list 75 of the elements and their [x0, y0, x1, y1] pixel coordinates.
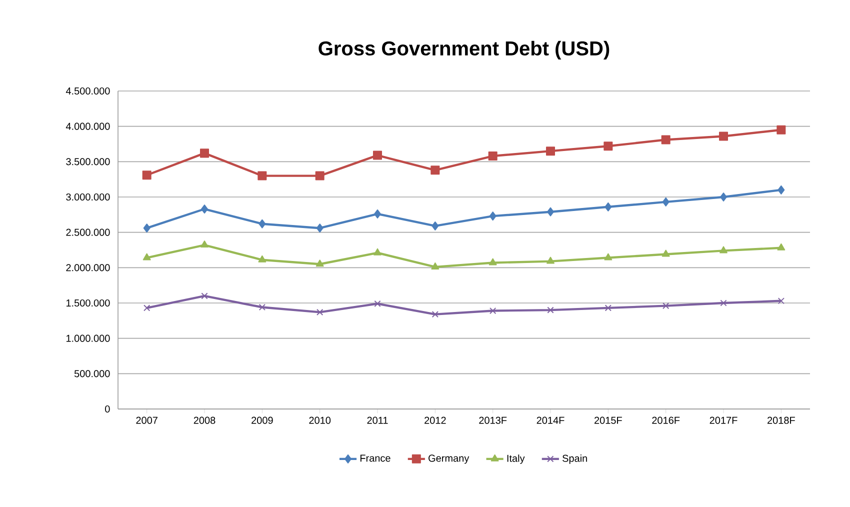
chart-title: Gross Government Debt (USD): [318, 40, 610, 60]
x-tick-label: 2007: [136, 416, 158, 424]
x-tick-label: 2009: [252, 416, 273, 424]
y-tick-label: 1.000.000: [66, 334, 110, 342]
point: [488, 258, 497, 266]
point: [662, 302, 670, 310]
x-tick-label: 2008: [194, 416, 216, 424]
point: [778, 185, 785, 194]
point: [604, 202, 612, 212]
point: [490, 307, 496, 314]
y-tick-label: 500.000: [74, 370, 110, 378]
point: [720, 192, 728, 202]
point: [143, 224, 150, 233]
point: [432, 221, 439, 230]
y-tick-label: 0: [105, 405, 110, 413]
point: [604, 253, 612, 260]
point: [778, 298, 785, 304]
legend-label: Spain: [562, 454, 587, 464]
point: [316, 260, 324, 267]
point: [374, 300, 381, 308]
point: [488, 152, 498, 161]
point: [662, 197, 670, 206]
x-tick-label: 2011: [367, 416, 388, 424]
y-tick-label: 1.500.000: [66, 299, 110, 307]
x-tick-label: 2010: [309, 416, 331, 424]
y-tick-label: 3.500.000: [66, 158, 110, 166]
point: [201, 292, 208, 300]
y-tick-label: 4.500.000: [66, 87, 110, 95]
point: [258, 255, 266, 262]
x-tick-label: 2018F: [768, 416, 795, 424]
point: [316, 308, 324, 316]
point: [662, 250, 670, 257]
y-tick-label: 2.000.000: [66, 264, 110, 272]
point: [432, 310, 438, 318]
point: [142, 170, 152, 180]
point: [258, 304, 266, 311]
point: [315, 171, 324, 180]
point: [316, 224, 324, 233]
legend-label: Germany: [428, 454, 470, 464]
point: [547, 306, 554, 314]
point: [776, 125, 786, 134]
point: [430, 166, 440, 175]
point: [777, 243, 786, 250]
point: [604, 142, 613, 151]
point: [546, 146, 556, 156]
point: [201, 204, 208, 214]
point: [489, 212, 496, 221]
point: [719, 132, 728, 141]
x-tick-label: 2012: [424, 416, 446, 424]
point: [720, 246, 728, 254]
point: [258, 171, 267, 180]
x-tick-label: 2017F: [710, 416, 738, 424]
y-tick-label: 4.000.000: [66, 122, 110, 130]
legend-label: France: [360, 454, 390, 462]
point: [200, 240, 208, 248]
legend-label: Italy: [507, 454, 525, 464]
x-tick-label: 2013F: [479, 416, 507, 424]
x-tick-label: 2016F: [652, 416, 680, 424]
y-tick-label: 3.000.000: [66, 193, 110, 201]
point: [431, 262, 440, 270]
point: [604, 304, 612, 312]
x-tick-label: 2015F: [594, 416, 622, 424]
point: [546, 256, 554, 264]
point: [373, 150, 382, 160]
point: [547, 207, 554, 216]
point: [374, 209, 382, 218]
point: [258, 219, 266, 228]
x-tick-label: 2014F: [536, 416, 564, 424]
point: [374, 248, 382, 256]
y-tick-label: 2.500.000: [66, 228, 110, 236]
point: [144, 304, 150, 312]
point: [720, 300, 727, 306]
point: [661, 135, 670, 144]
point: [142, 253, 151, 260]
point: [200, 148, 210, 158]
